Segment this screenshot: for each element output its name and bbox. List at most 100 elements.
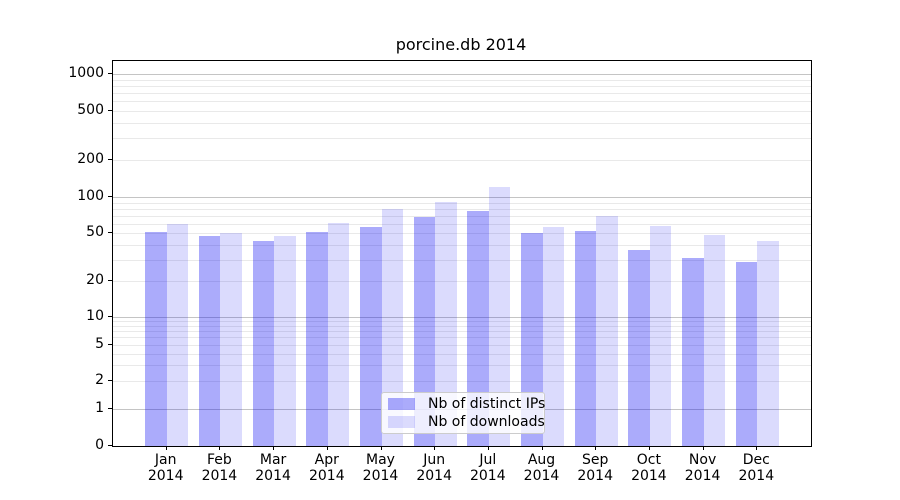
x-tickmark xyxy=(219,446,221,450)
legend-label-distinct-ips: Nb of distinct IPs xyxy=(428,396,546,412)
y-tick-label: 5 xyxy=(95,335,104,352)
gridline-minor xyxy=(113,353,811,355)
x-tickmark xyxy=(165,446,167,450)
y-tickmark xyxy=(108,380,112,382)
bar-distinct-ips xyxy=(682,258,704,446)
gridline-major xyxy=(113,197,811,198)
x-tick-label: May 2014 xyxy=(362,452,399,484)
gridline-minor xyxy=(113,215,811,217)
bar-distinct-ips xyxy=(574,231,597,446)
y-tickmark xyxy=(108,159,112,160)
legend-item-downloads: Nb of downloads xyxy=(388,413,545,431)
bar-distinct-ips xyxy=(306,232,328,446)
x-tickmark xyxy=(541,446,543,450)
x-tickmark xyxy=(434,446,436,450)
chart-title: porcine.db 2014 xyxy=(395,35,527,54)
legend-swatch-distinct-ips-icon xyxy=(388,398,415,410)
bar-downloads xyxy=(435,201,457,446)
y-tickmark xyxy=(108,196,112,197)
bar-downloads xyxy=(488,187,511,446)
x-tick-label: Aug 2014 xyxy=(523,452,560,484)
gridline-minor xyxy=(113,325,811,327)
x-tick-label: Mar 2014 xyxy=(255,452,291,484)
x-tickmark xyxy=(380,446,382,450)
bar-downloads xyxy=(649,226,672,446)
y-tick-label: 500 xyxy=(77,102,104,118)
x-tickmark xyxy=(273,446,275,450)
legend-swatch-downloads-icon xyxy=(388,416,415,428)
bar-distinct-ips xyxy=(735,261,758,446)
legend-item-distinct-ips: Nb of distinct IPs xyxy=(388,395,545,413)
y-tick-label: 10 xyxy=(86,308,104,324)
gridline-minor xyxy=(113,202,811,204)
gridline-minor xyxy=(113,138,811,140)
x-tick-label: Jul 2014 xyxy=(469,452,506,484)
x-tick-label: Nov 2014 xyxy=(684,452,721,484)
y-tickmark xyxy=(108,110,112,111)
gridline-minor xyxy=(113,337,811,339)
x-tick-label: Apr 2014 xyxy=(308,452,345,484)
y-tick-label: 100 xyxy=(77,188,104,204)
y-tickmark xyxy=(108,408,112,409)
legend-label-downloads: Nb of downloads xyxy=(428,414,545,430)
bar-distinct-ips xyxy=(413,217,436,446)
y-tickmark xyxy=(108,279,112,281)
y-tickmark xyxy=(108,232,112,234)
y-tick-label: 20 xyxy=(86,271,104,288)
y-tick-label: 1 xyxy=(95,400,104,416)
bar-downloads xyxy=(220,233,242,446)
gridline-minor xyxy=(113,365,811,367)
gridline-minor xyxy=(113,111,811,112)
x-tickmark xyxy=(648,446,650,450)
gridline-minor xyxy=(113,381,811,383)
gridline-minor xyxy=(113,223,811,225)
y-tick-label: 1000 xyxy=(68,65,104,81)
bar-distinct-ips xyxy=(252,241,275,446)
gridline-major xyxy=(113,317,811,318)
gridline-minor xyxy=(113,122,811,124)
gridline-major xyxy=(113,74,811,75)
y-tick-label: 0 xyxy=(95,437,104,453)
gridline-minor xyxy=(113,331,811,333)
x-tick-label: Sep 2014 xyxy=(577,452,613,484)
x-tick-label: Jun 2014 xyxy=(416,452,452,484)
plot-area xyxy=(112,60,812,447)
y-tickmark xyxy=(108,73,112,74)
legend: Nb of distinct IPs Nb of downloads xyxy=(381,392,545,434)
x-tickmark xyxy=(756,446,758,450)
gridline-minor xyxy=(113,79,811,81)
gridline-minor xyxy=(113,244,811,246)
x-tick-label: Oct 2014 xyxy=(631,452,667,484)
y-tickmark xyxy=(108,316,112,317)
bar-downloads xyxy=(166,223,189,446)
gridline-minor xyxy=(113,208,811,210)
y-tickmark xyxy=(108,445,112,446)
gridline-minor xyxy=(113,160,811,161)
y-tick-label: 200 xyxy=(77,151,104,167)
gridline-minor xyxy=(113,101,811,103)
gridline-minor xyxy=(113,280,811,282)
y-tickmark xyxy=(108,343,112,345)
bar-downloads xyxy=(381,209,403,446)
bar-downloads xyxy=(274,236,296,446)
bar-distinct-ips xyxy=(467,210,489,446)
bar-downloads xyxy=(757,241,779,446)
gridline-minor xyxy=(113,233,811,235)
y-tick-label: 2 xyxy=(95,372,104,389)
gridline-minor xyxy=(113,344,811,346)
gridline-minor xyxy=(113,85,811,87)
bar-downloads xyxy=(542,227,564,446)
x-tick-label: Jan 2014 xyxy=(147,452,184,484)
bar-downloads xyxy=(327,222,350,446)
x-tickmark xyxy=(487,446,489,450)
x-tickmark xyxy=(595,446,597,450)
x-tick-label: Dec 2014 xyxy=(738,452,775,484)
x-tickmark xyxy=(326,446,328,450)
gridline-minor xyxy=(113,321,811,323)
bar-downloads xyxy=(596,216,618,446)
bar-distinct-ips xyxy=(360,227,382,446)
y-tick-label: 50 xyxy=(86,224,104,241)
x-tick-label: Feb 2014 xyxy=(201,452,238,484)
x-tickmark xyxy=(702,446,704,450)
